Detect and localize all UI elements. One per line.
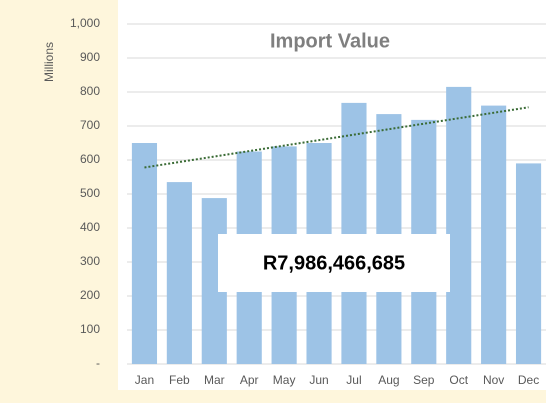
trendline: [144, 106, 529, 169]
x-tick-label: Aug: [378, 373, 399, 387]
x-tick-label: Jun: [309, 373, 328, 387]
x-tick-label: Jan: [135, 373, 154, 387]
x-tick-label: Feb: [169, 373, 190, 387]
x-tick-label: Nov: [483, 373, 504, 387]
annotation: R7,986,466,685: [263, 252, 405, 274]
y-tick-label: 1,000: [70, 16, 100, 30]
y-tick-label: 800: [80, 84, 100, 98]
annotation-box: [218, 234, 450, 292]
y-tick-label: 900: [80, 50, 100, 64]
y-tick-label: 200: [80, 288, 100, 302]
y-tick-label: 100: [80, 322, 100, 336]
x-tick-label: May: [273, 373, 296, 387]
y-tick-label: 700: [80, 118, 100, 132]
y-tick-label: 600: [80, 152, 100, 166]
x-tick-label: Apr: [240, 373, 259, 387]
bar: [166, 182, 192, 364]
y-axis-label: Millions: [42, 42, 56, 82]
y-tick-label: 500: [80, 186, 100, 200]
bar: [131, 143, 158, 364]
chart-title: Import Value: [270, 30, 390, 52]
bar: [481, 105, 507, 364]
x-tick-label: Dec: [518, 373, 539, 387]
bar: [515, 163, 542, 364]
y-tick-label: -: [96, 356, 100, 370]
y-tick-label: 400: [80, 220, 100, 234]
x-tick-label: Mar: [204, 373, 225, 387]
x-tick-label: Oct: [449, 373, 468, 387]
bar: [446, 86, 472, 365]
x-tick-label: Jul: [346, 373, 361, 387]
y-tick-label: 300: [80, 254, 100, 268]
x-tick-label: Sep: [413, 373, 435, 387]
bar: [341, 102, 367, 364]
